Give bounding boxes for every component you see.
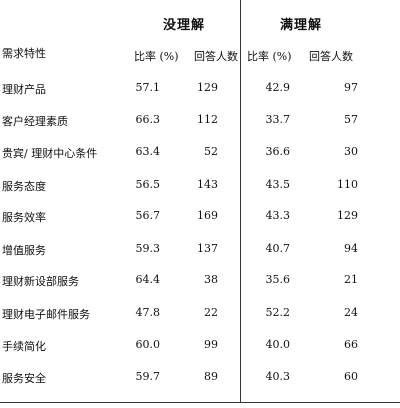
- cell-count-1: 22: [204, 306, 218, 319]
- cell-count-1: 52: [204, 145, 218, 158]
- cell-count-2: 60: [344, 370, 358, 383]
- cell-count-2: 129: [337, 209, 358, 222]
- row-label: 客户经理素质: [2, 115, 68, 128]
- cell-rate-2: 36.6: [265, 145, 291, 158]
- col-header-rate-1: 比率 (%): [134, 50, 179, 63]
- row-label: 服务效率: [2, 211, 46, 224]
- cell-rate-2: 40.0: [265, 338, 291, 351]
- cell-rate-2: 43.5: [265, 178, 291, 191]
- cell-count-1: 169: [197, 209, 218, 222]
- cell-count-2: 21: [344, 273, 358, 286]
- cell-rate-2: 33.7: [265, 113, 291, 126]
- cell-rate-1: 63.4: [135, 145, 161, 158]
- cell-count-2: 97: [344, 81, 358, 94]
- cell-rate-1: 57.1: [135, 81, 161, 94]
- cell-rate-1: 64.4: [135, 273, 161, 286]
- row-label: 增值服务: [2, 244, 46, 257]
- cell-rate-1: 56.7: [135, 209, 161, 222]
- cell-count-2: 66: [344, 338, 358, 351]
- row-label: 理财产品: [2, 83, 46, 96]
- col-header-rate-2: 比率 (%): [247, 50, 292, 63]
- cell-rate-2: 43.3: [265, 209, 291, 222]
- row-label: 服务态度: [2, 180, 46, 193]
- row-label: 手续简化: [2, 340, 46, 353]
- cell-rate-1: 59.3: [135, 242, 161, 255]
- cell-rate-2: 40.7: [265, 242, 291, 255]
- cell-rate-1: 47.8: [135, 306, 161, 319]
- row-header-label: 需求特性: [2, 47, 46, 60]
- cell-count-2: 30: [344, 145, 358, 158]
- column-divider: [240, 0, 241, 402]
- group-header-not-understood: 没理解: [163, 18, 206, 33]
- cell-count-1: 129: [197, 81, 218, 94]
- cell-count-1: 143: [197, 178, 218, 191]
- col-header-count-1: 回答人数: [194, 50, 238, 63]
- cell-rate-1: 56.5: [135, 178, 161, 191]
- cell-count-1: 38: [204, 273, 218, 286]
- cell-rate-1: 59.7: [135, 370, 161, 383]
- table-bottom-rule: [0, 402, 400, 403]
- col-header-count-2: 回答人数: [309, 50, 353, 63]
- row-label: 理财电子邮件服务: [2, 308, 90, 321]
- cell-count-2: 24: [344, 306, 358, 319]
- row-label: 理财新设部服务: [2, 275, 79, 288]
- cell-count-2: 94: [344, 242, 358, 255]
- row-label: 贵宾/ 理财中心条件: [2, 147, 98, 160]
- cell-count-2: 57: [344, 113, 358, 126]
- cell-count-1: 99: [204, 338, 218, 351]
- cell-count-1: 112: [197, 113, 218, 126]
- cell-count-2: 110: [337, 178, 358, 191]
- row-label: 服务安全: [2, 372, 46, 385]
- cell-rate-2: 52.2: [265, 306, 291, 319]
- cell-rate-2: 40.3: [265, 370, 291, 383]
- cell-count-1: 89: [204, 370, 218, 383]
- cell-rate-1: 66.3: [135, 113, 161, 126]
- cell-rate-2: 35.6: [265, 273, 291, 286]
- cell-count-1: 137: [197, 242, 218, 255]
- cell-rate-2: 42.9: [265, 81, 291, 94]
- cell-rate-1: 60.0: [135, 338, 161, 351]
- group-header-understood: 满理解: [280, 18, 323, 33]
